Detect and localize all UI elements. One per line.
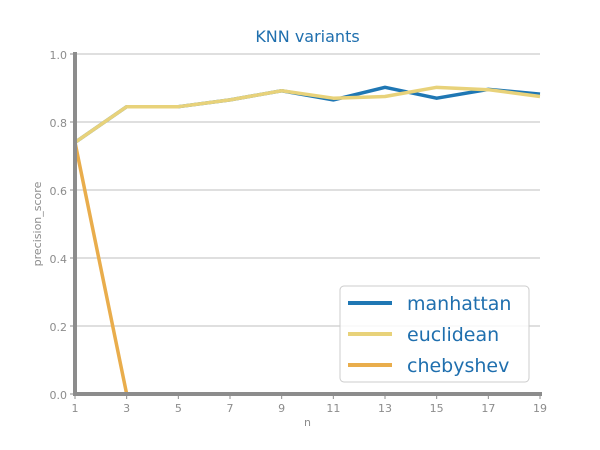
x-tick-label: 17 [481, 402, 495, 415]
x-tick-label: 9 [278, 402, 285, 415]
legend-label-euclidean: euclidean [407, 324, 499, 346]
y-tick-label: 0.4 [50, 253, 68, 266]
y-axis-label: precision_score [31, 181, 44, 266]
y-tick-label: 0.8 [50, 117, 68, 130]
x-tick-label: 15 [430, 402, 444, 415]
legend-label-manhattan: manhattan [407, 293, 511, 315]
x-tick-label: 7 [227, 402, 234, 415]
x-tick-label: 3 [123, 402, 130, 415]
x-tick-label: 11 [326, 402, 340, 415]
x-tick-label: 19 [533, 402, 547, 415]
x-tick-label: 13 [378, 402, 392, 415]
chart-title: KNN variants [255, 27, 359, 46]
y-tick-label: 0.6 [50, 185, 68, 198]
x-tick-label: 5 [175, 402, 182, 415]
axes [73, 52, 542, 396]
legend: manhattan euclidean chebyshev [339, 285, 530, 383]
y-tick-label: 0.0 [50, 389, 68, 402]
tick-labels: 0.00.20.40.60.81.01 3 5 7 9 11 13 15 17 19 [50, 49, 548, 415]
y-tick-label: 0.2 [50, 321, 68, 334]
legend-box [339, 285, 530, 383]
y-tick-label: 1.0 [50, 49, 68, 62]
x-tick-label: 1 [72, 402, 79, 415]
legend-label-chebyshev: chebyshev [407, 355, 509, 377]
series-line-euclidean [74, 85, 541, 144]
x-axis-label: n [304, 416, 311, 429]
